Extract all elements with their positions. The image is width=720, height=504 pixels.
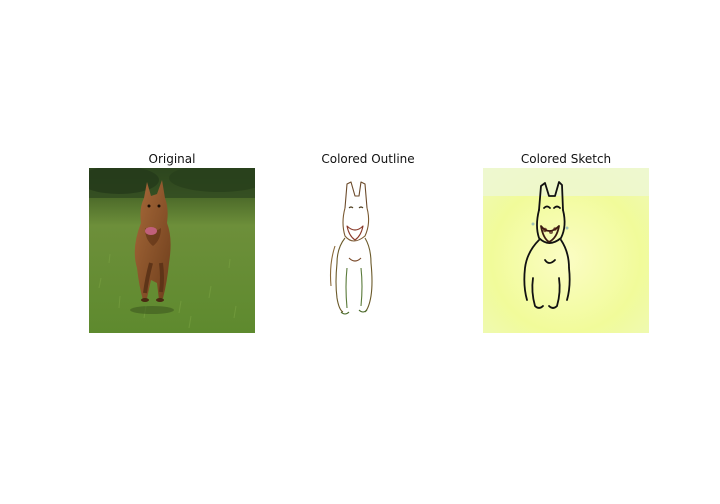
panel-title-colored-sketch: Colored Sketch — [520, 152, 612, 166]
panel-title-original: Original — [148, 152, 196, 166]
colored-outline-image — [285, 168, 451, 333]
original-image — [89, 168, 255, 333]
panel-colored-outline: Colored Outline — [285, 150, 451, 333]
colored-sketch-image — [483, 168, 649, 333]
panel-title-colored-outline: Colored Outline — [321, 152, 415, 166]
panel-colored-sketch: Colored Sketch — [483, 150, 649, 333]
panel-original: Original — [89, 150, 255, 333]
